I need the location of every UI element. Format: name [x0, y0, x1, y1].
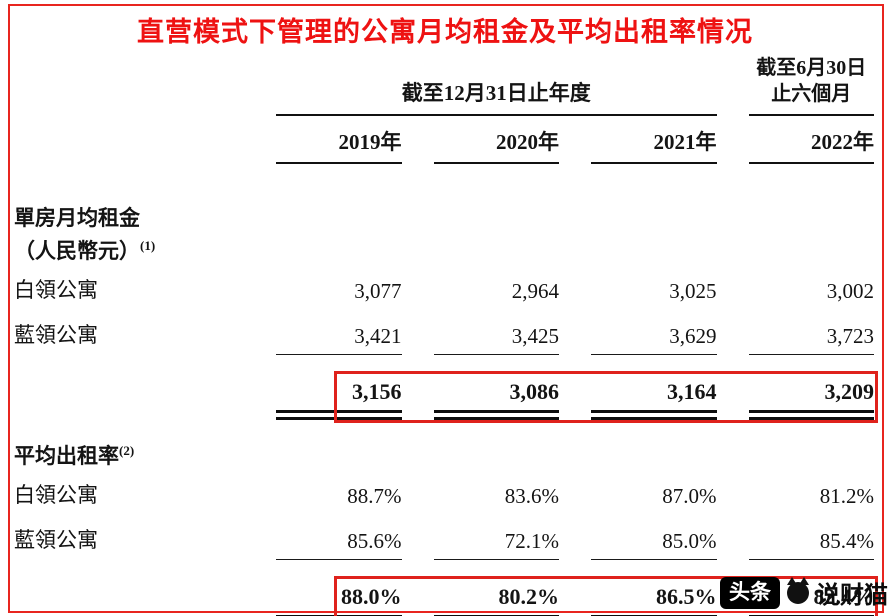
value-cell: 3,425: [433, 324, 559, 355]
col-header-2020: 2020年: [433, 126, 559, 164]
section-rent-title: 單房月均租金 （人民幣元）(1): [14, 202, 244, 265]
value-cell: 72.1%: [433, 529, 559, 560]
value-cell: 85.6%: [276, 529, 402, 560]
value-cell: 2,964: [511, 279, 559, 303]
cat-logo-icon: [787, 576, 809, 604]
value-cell: 83.6%: [504, 484, 559, 508]
value-cell: 3,421: [276, 324, 402, 355]
double-rule: [748, 410, 874, 420]
footnote-marker-2: (2): [119, 443, 135, 458]
col-header-2022: 2022年: [748, 126, 874, 164]
table-row-occupancy-white-collar: 白領公寓 88.7% 83.6% 87.0% 81.2%: [0, 479, 890, 515]
toutiao-badge: 头条: [720, 576, 780, 609]
col-group-interim-line1: 截至6月30日: [756, 57, 867, 79]
value-cell: 87.0%: [662, 484, 717, 508]
value-cell: 3,002: [826, 279, 874, 303]
value-cell: 85.0%: [591, 529, 717, 560]
section-rent-label: 單房月均租金 （人民幣元）(1): [0, 202, 890, 265]
total-value-cell: 3,086: [433, 379, 559, 420]
row-label: 白領公寓: [14, 483, 98, 507]
value-cell: 81.2%: [819, 484, 874, 508]
value-cell: 3,723: [748, 324, 874, 355]
table-header-periods: 截至12月31日止年度 截至6月30日 止六個月: [0, 55, 890, 116]
total-value-cell: 3,164: [591, 379, 717, 420]
row-label: 白領公寓: [14, 278, 98, 302]
total-value-cell: 3,209: [748, 379, 874, 420]
footnote-marker-1: (1): [140, 238, 156, 253]
total-row-rent: 3,156 3,086 3,164 3,209: [0, 371, 890, 423]
watermark-account-name: 说财猫: [816, 582, 888, 609]
section-occupancy-title: 平均出租率(2): [14, 443, 135, 468]
col-group-annual: 截至12月31日止年度: [276, 77, 717, 116]
spacer-cell: [14, 419, 244, 420]
total-value-cell: 86.5%: [591, 584, 717, 616]
col-group-interim: 截至6月30日 止六個月: [748, 55, 874, 116]
row-label: 藍領公寓: [14, 528, 98, 552]
double-rule: [433, 410, 559, 420]
section-rent-title-line1: 單房月均租金: [14, 206, 140, 230]
row-label: 藍領公寓: [14, 323, 98, 347]
watermark: 头条 说财猫: [720, 575, 888, 610]
col-header-2021: 2021年: [591, 126, 717, 164]
value-cell: 3,077: [354, 279, 402, 303]
spacer-cell: [14, 115, 244, 116]
value-cell: 3,025: [669, 279, 717, 303]
value-cell: 85.4%: [748, 529, 874, 560]
table-header-years: 2019年 2020年 2021年 2022年: [0, 126, 890, 164]
total-value-cell: 80.2%: [433, 584, 559, 616]
total-value-cell: 3,156: [276, 379, 402, 420]
double-rule: [276, 410, 402, 420]
col-header-2019: 2019年: [276, 126, 402, 164]
value-cell: 3,629: [591, 324, 717, 355]
page-title: 直营模式下管理的公寓月均租金及平均出租率情况: [137, 17, 753, 47]
col-group-interim-line2: 止六個月: [771, 83, 852, 105]
spacer-cell: [14, 163, 244, 164]
table-row-rent-blue-collar: 藍領公寓 3,421 3,425 3,629 3,723: [0, 319, 890, 355]
section-rent-title-line2: （人民幣元）(1): [14, 238, 156, 263]
total-value-cell: 88.0%: [276, 584, 402, 616]
value-cell: 88.7%: [347, 484, 402, 508]
table-row-occupancy-blue-collar: 藍領公寓 85.6% 72.1% 85.0% 85.4%: [0, 524, 890, 560]
section-occupancy-label: 平均出租率(2): [0, 440, 890, 470]
table-row-rent-white-collar: 白領公寓 3,077 2,964 3,025 3,002: [0, 274, 890, 310]
double-rule: [591, 410, 717, 420]
